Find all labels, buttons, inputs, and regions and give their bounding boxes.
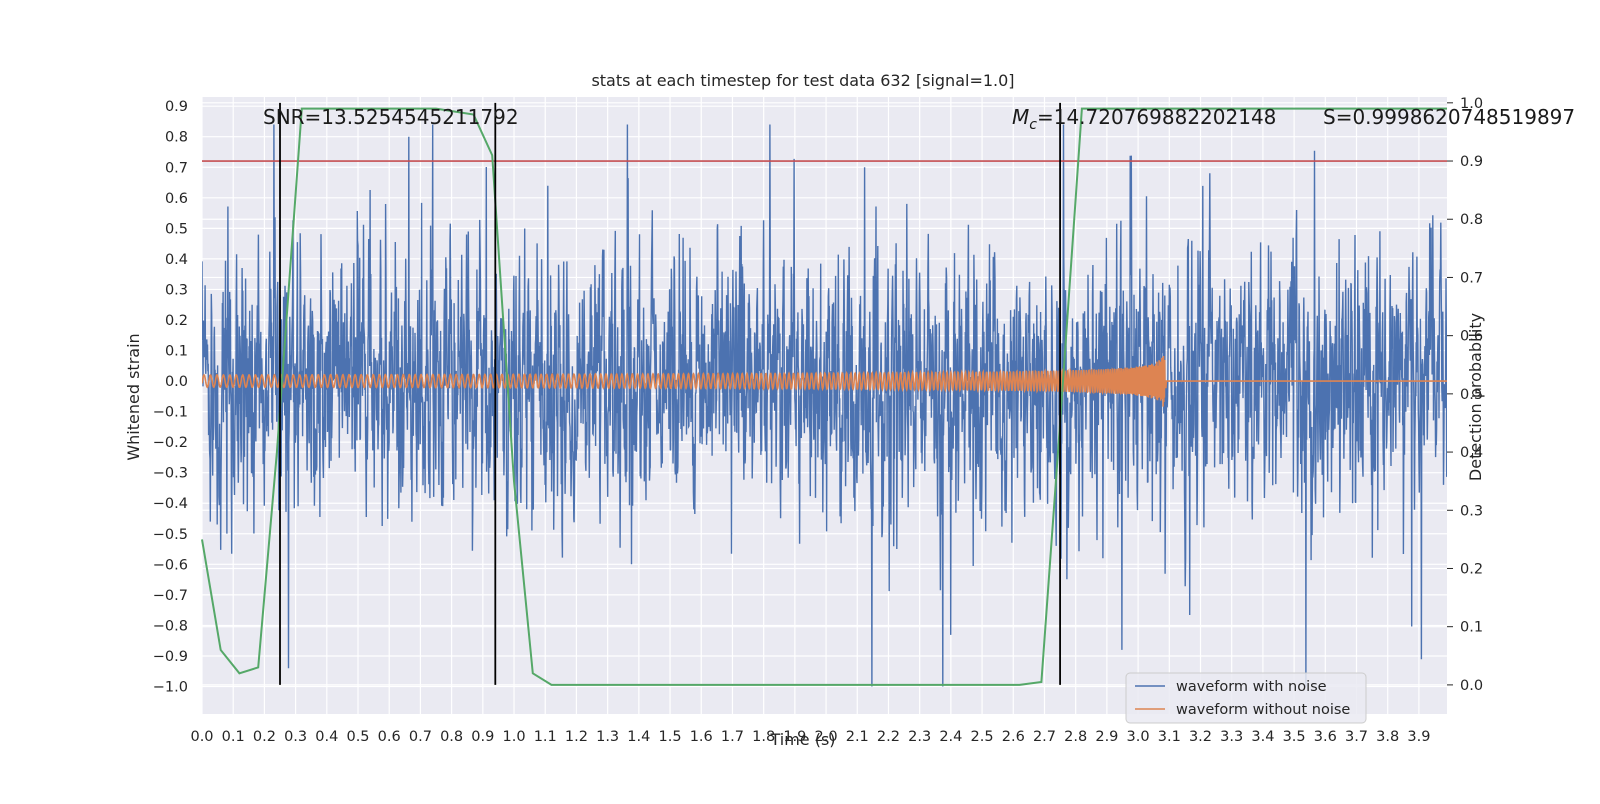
x-tick-label: 0.2 xyxy=(253,729,276,745)
x-tick-label: 0.3 xyxy=(284,729,307,745)
x-tick-label: 0.6 xyxy=(378,729,401,745)
x-tick-label: 3.5 xyxy=(1283,729,1306,745)
series-waveform-without-noise xyxy=(202,355,1447,407)
y-tick-label: −0.3 xyxy=(153,466,188,482)
y-tick-label: 0.5 xyxy=(165,221,188,237)
y2-axis-label: Detection probability xyxy=(1466,313,1485,481)
y-tick-label: 0.3 xyxy=(165,282,188,298)
x-tick-label: 3.6 xyxy=(1314,729,1337,745)
legend-label-clean: waveform without noise xyxy=(1176,702,1350,718)
x-tick-label: 0.9 xyxy=(471,729,494,745)
y-tick-label: 0.2 xyxy=(165,313,188,329)
y-axis-label: Whitened strain xyxy=(124,333,143,460)
x-tick-label: 0.7 xyxy=(409,729,432,745)
y-tick-label: −0.7 xyxy=(153,588,188,604)
snr-annotation: SNR=13.5254545211792 xyxy=(263,105,519,129)
y-tick-label: −0.6 xyxy=(153,557,188,573)
x-tick-label: 2.9 xyxy=(1095,729,1118,745)
y-tick-label: −1.0 xyxy=(153,680,188,696)
y2-tick-label: 0.4 xyxy=(1460,445,1483,461)
data-layer xyxy=(202,124,1447,687)
x-tick-label: 1.3 xyxy=(596,729,619,745)
x-tick-label: 2.1 xyxy=(846,729,869,745)
y2-tick-label: 0.1 xyxy=(1460,620,1483,636)
x-tick-label: 2.3 xyxy=(908,729,931,745)
x-tick-label: 1.7 xyxy=(721,729,744,745)
y2-tick-label: 0.9 xyxy=(1460,154,1483,170)
x-tick-label: 3.7 xyxy=(1345,729,1368,745)
x-tick-label: 1.5 xyxy=(659,729,682,745)
x-tick-label: 3.8 xyxy=(1376,729,1399,745)
x-tick-label: 1.2 xyxy=(565,729,588,745)
x-tick-label: 3.4 xyxy=(1251,729,1274,745)
y-tick-label: −0.2 xyxy=(153,435,188,451)
x-tick-label: 2.5 xyxy=(971,729,994,745)
y-tick-label: 0.7 xyxy=(165,160,188,176)
y2-tick-label: 0.8 xyxy=(1460,212,1483,228)
x-tick-label: 1.1 xyxy=(534,729,557,745)
legend-label-noise: waveform with noise xyxy=(1176,679,1327,695)
y2-tick-label: 1.0 xyxy=(1460,96,1483,112)
x-tick-labels: 0.0 0.1 0.2 0.3 0.4 0.5 0.6 0.7 0.8 0.9 1.0 1.1 1.2 1… xyxy=(190,729,1430,745)
y-tick-label: 0.6 xyxy=(165,191,188,207)
y-tick-label: −0.5 xyxy=(153,527,188,543)
y-tick-label: 0.9 xyxy=(165,99,188,115)
x-tick-label: 0.1 xyxy=(222,729,245,745)
y-tick-label: 0.0 xyxy=(165,374,188,390)
y2-tick-label: 0.2 xyxy=(1460,561,1483,577)
chart-title: stats at each timestep for test data 632… xyxy=(591,71,1014,90)
x-tick-label: 3.3 xyxy=(1220,729,1243,745)
x-tick-label: 1.4 xyxy=(627,729,650,745)
y-tick-label: −0.4 xyxy=(153,496,188,512)
x-tick-label: 1.8 xyxy=(752,729,775,745)
series-detection-probability xyxy=(201,107,1447,686)
x-tick-label: 1.9 xyxy=(783,729,806,745)
x-tick-label: 1.6 xyxy=(690,729,713,745)
marks-layer xyxy=(201,102,1447,686)
y2-tick-label: 0.6 xyxy=(1460,329,1483,345)
x-tick-label: 3.9 xyxy=(1407,729,1430,745)
y-tick-label: −0.9 xyxy=(153,649,188,665)
y2-tick-label: 0.3 xyxy=(1460,503,1483,519)
x-tick-label: 2.2 xyxy=(877,729,900,745)
score-annotation: S=0.9998620748519897 xyxy=(1323,105,1575,129)
x-tick-label: 0.0 xyxy=(190,729,213,745)
x-axis-label: Time (s) xyxy=(769,730,835,749)
x-tick-label: 1.0 xyxy=(502,729,525,745)
x-tick-label: 0.4 xyxy=(315,729,338,745)
y2-tick-label: 0.0 xyxy=(1460,678,1483,694)
y-tick-label: −0.8 xyxy=(153,618,188,634)
x-tick-label: 2.4 xyxy=(939,729,962,745)
y2-tick-label: 0.5 xyxy=(1460,387,1483,403)
x-tick-label: 2.8 xyxy=(1064,729,1087,745)
chirp-mass-annotation: Mc=14.720769882202148 xyxy=(1012,105,1276,133)
y2-tick-labels: 1.0 0.9 0.8 0.7 0.6 0.5 0.4 0.3 0.2 0.1 0.0 xyxy=(1447,96,1483,694)
legend: waveform with noise waveform without noi… xyxy=(1125,672,1367,724)
y2-tick-label: 0.7 xyxy=(1460,270,1483,286)
x-tick-label: 3.2 xyxy=(1189,729,1212,745)
x-tick-label: 2.7 xyxy=(1033,729,1056,745)
x-tick-label: 3.0 xyxy=(1127,729,1150,745)
y-tick-label: 0.4 xyxy=(165,252,188,268)
y-tick-labels: 0.9 0.8 0.7 0.6 0.5 0.4 0.3 0.2 0.1 0.0 −0.1 −0.2 −0… xyxy=(153,99,188,695)
y-tick-label: 0.1 xyxy=(165,344,188,360)
x-tick-label: 3.1 xyxy=(1158,729,1181,745)
x-tick-label: 0.5 xyxy=(346,729,369,745)
x-tick-label: 2.6 xyxy=(1002,729,1025,745)
x-tick-label: 0.8 xyxy=(440,729,463,745)
x-tick-label: 2.0 xyxy=(815,729,838,745)
y-tick-label: 0.8 xyxy=(165,130,188,146)
y-tick-label: −0.1 xyxy=(153,405,188,421)
